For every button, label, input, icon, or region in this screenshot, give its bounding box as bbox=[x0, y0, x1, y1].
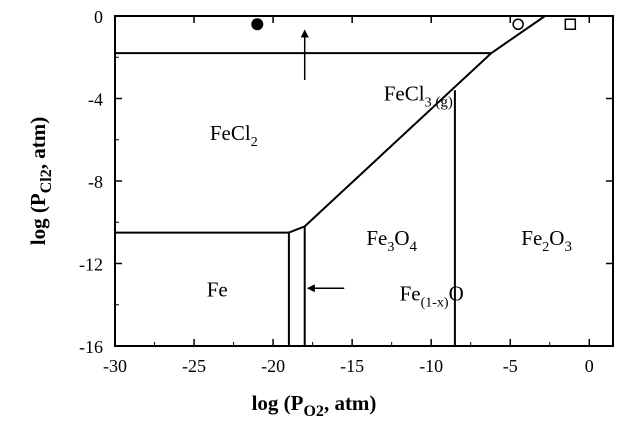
y-tick-label: -8 bbox=[88, 172, 103, 192]
y-tick-label: -12 bbox=[79, 255, 103, 275]
x-tick-label: -15 bbox=[340, 356, 364, 376]
region-label: FeCl2 bbox=[210, 121, 258, 150]
phase-boundary bbox=[288, 15, 546, 234]
data-marker-open-circle bbox=[512, 18, 524, 30]
data-marker-open-square bbox=[564, 18, 577, 30]
region-label: Fe bbox=[207, 278, 228, 302]
x-tick-label: -25 bbox=[182, 356, 206, 376]
x-tick-label: 0 bbox=[585, 356, 594, 376]
region-label: Fe2O3 bbox=[521, 226, 572, 255]
x-axis-title: log (PO2, atm) bbox=[252, 391, 377, 420]
y-tick-label: 0 bbox=[94, 7, 103, 27]
data-marker-filled-circle bbox=[251, 18, 264, 31]
y-tick-label: -16 bbox=[79, 337, 103, 357]
x-tick-label: -5 bbox=[503, 356, 518, 376]
x-tick-label: -20 bbox=[261, 356, 285, 376]
annotation-label: FeCl3 (g) bbox=[384, 82, 453, 111]
x-tick-label: -30 bbox=[103, 356, 127, 376]
y-tick-label: -4 bbox=[88, 90, 103, 110]
x-tick-label: -10 bbox=[419, 356, 443, 376]
y-axis-title: log (PCl2, atm) bbox=[26, 117, 55, 245]
plot-frame bbox=[114, 15, 614, 347]
annotation-label: Fe(1-x)O bbox=[400, 282, 464, 311]
region-label: Fe3O4 bbox=[366, 226, 417, 255]
